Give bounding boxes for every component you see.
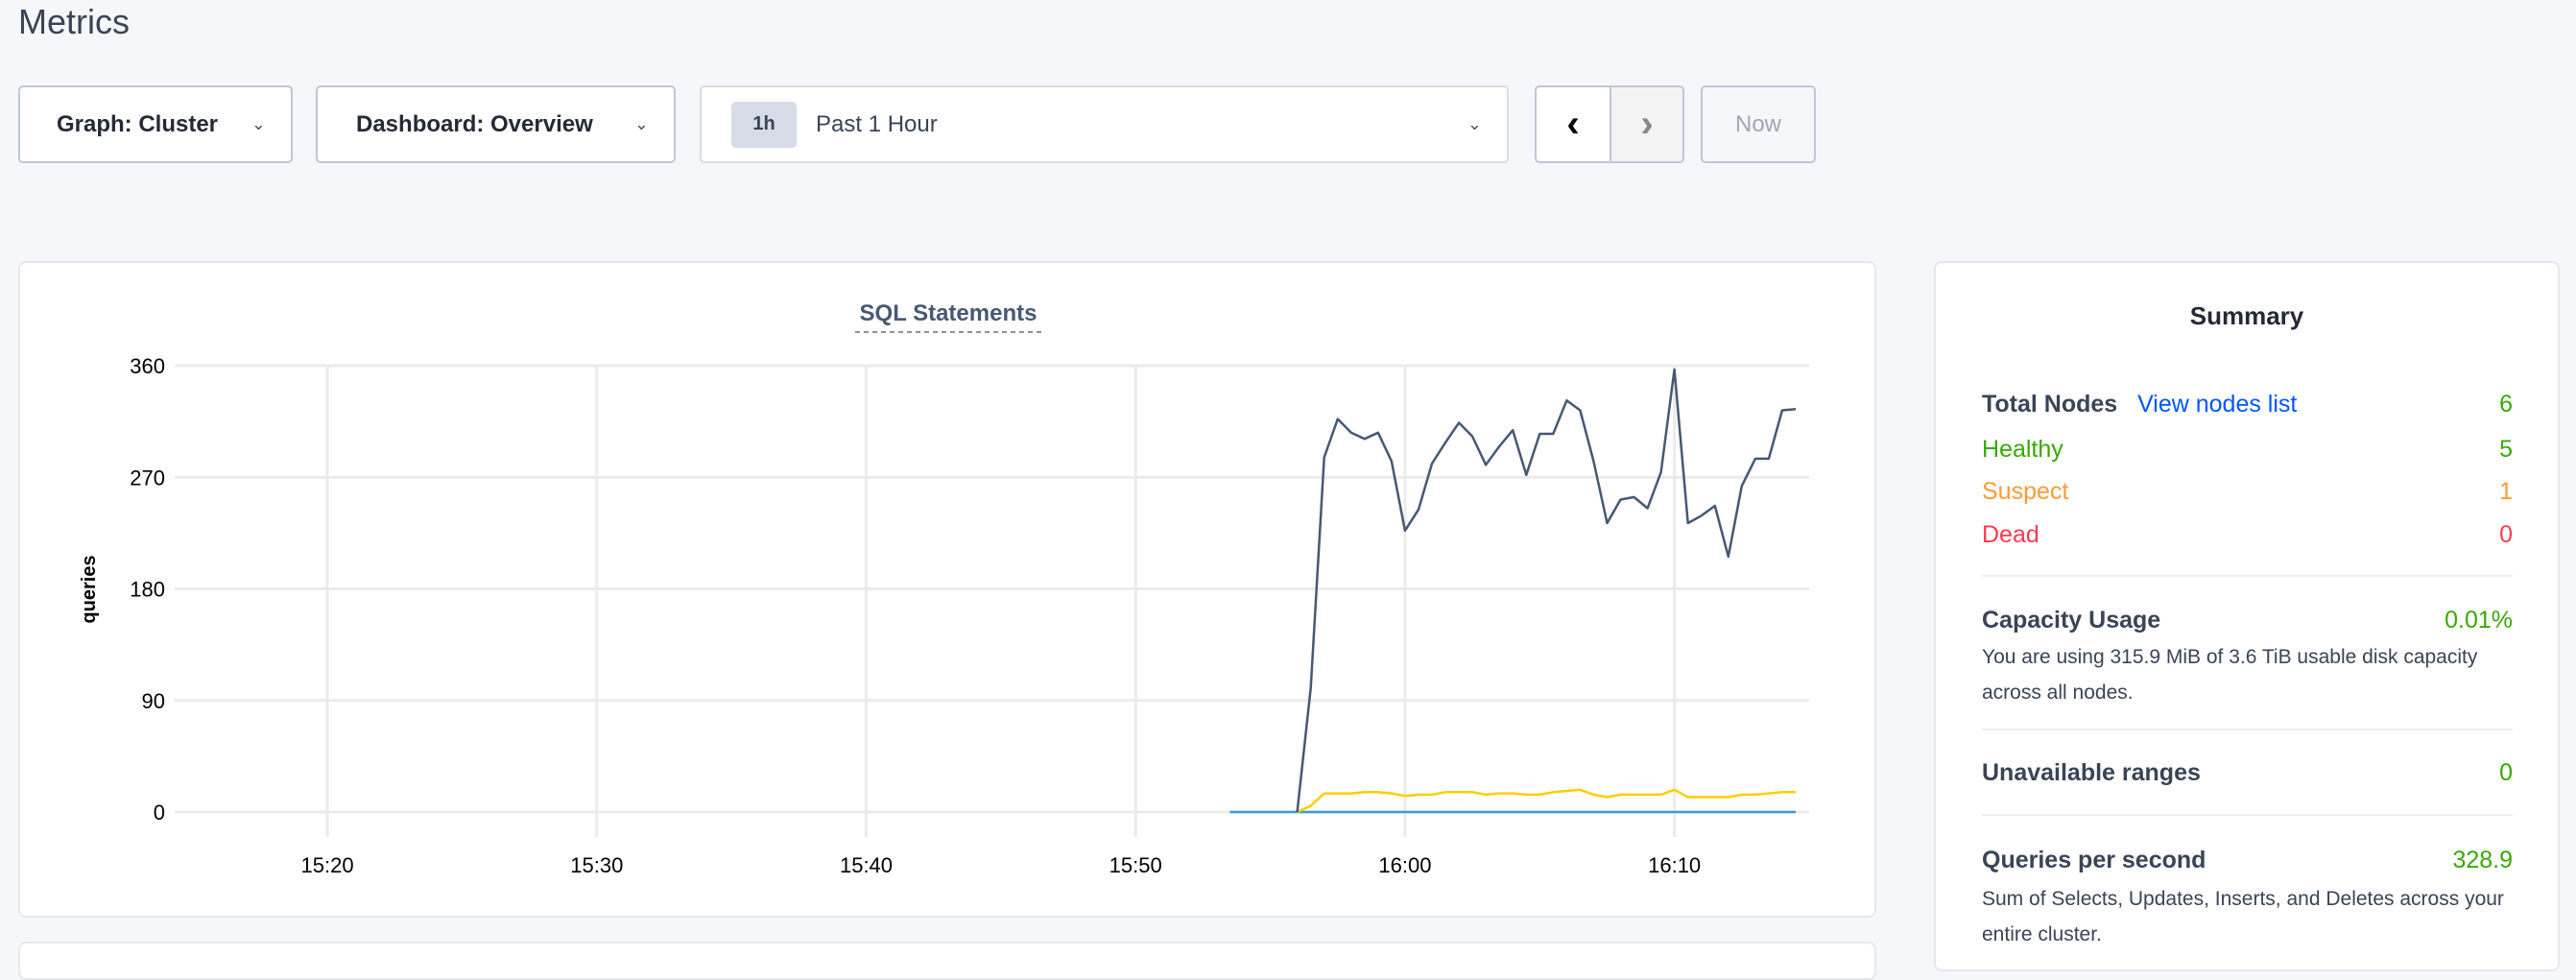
suspect-value: 1 [2499, 478, 2513, 505]
summary-panel: Summary Total Nodes View nodes list 6 He… [1934, 261, 2560, 971]
suspect-row: Suspect 1 [1982, 478, 2513, 506]
suspect-label: Suspect [1982, 478, 2069, 505]
time-range-badge: 1h [731, 101, 797, 148]
x-tick-label: 15:40 [840, 853, 893, 877]
total-nodes-value: 6 [2499, 391, 2513, 418]
divider [1982, 729, 2513, 730]
dead-row: Dead 0 [1982, 521, 2513, 549]
qps-label: Queries per second [1982, 847, 2206, 873]
capacity-description: You are using 315.9 MiB of 3.6 TiB usabl… [1982, 646, 2478, 704]
now-button[interactable]: Now [1701, 85, 1816, 163]
qps-description: Sum of Selects, Updates, Inserts, and De… [1982, 888, 2504, 945]
graph-dropdown[interactable]: Graph: Cluster ⌄ [18, 85, 293, 163]
healthy-label: Healthy [1982, 436, 2063, 463]
graph-dropdown-label: Graph: Cluster [57, 110, 219, 137]
time-nav-buttons: ‹ › [1535, 85, 1684, 163]
unavailable-ranges-value: 0 [2499, 759, 2513, 786]
time-range-label: Past 1 Hour [816, 110, 938, 137]
healthy-value: 5 [2499, 436, 2513, 463]
x-tick-label: 15:30 [570, 853, 623, 877]
dashboard-dropdown-label: Dashboard: Overview [356, 110, 593, 137]
chevron-down-icon: ⌄ [250, 114, 266, 133]
x-tick-label: 16:10 [1648, 853, 1701, 877]
sql-statements-chart: SQL Statements queries 0 90 180 270 360 15:20… [79, 300, 1809, 877]
divider [1982, 814, 2513, 816]
unavailable-ranges-label: Unavailable ranges [1982, 759, 2201, 786]
view-nodes-link[interactable]: View nodes list [2137, 391, 2298, 418]
chevron-left-icon[interactable]: ‹ [1566, 103, 1580, 145]
chevron-right-icon[interactable]: › [1610, 87, 1682, 161]
y-tick-label: 180 [130, 578, 165, 602]
x-tick-label: 15:20 [301, 853, 354, 877]
next-chart-card [18, 942, 1876, 980]
chevron-down-icon: ⌄ [633, 114, 649, 133]
qps-value: 328.9 [2452, 847, 2513, 873]
capacity-label: Capacity Usage [1982, 607, 2161, 633]
chart-title[interactable]: SQL Statements [860, 300, 1038, 326]
x-tick-label: 16:00 [1378, 853, 1431, 877]
y-tick-label: 0 [154, 801, 165, 825]
y-tick-label: 270 [130, 466, 165, 490]
dashboard-dropdown[interactable]: Dashboard: Overview ⌄ [316, 85, 676, 163]
series-line [1296, 368, 1797, 813]
summary-title: Summary [2189, 301, 2304, 330]
qps-row: Queries per second 328.9 [1982, 847, 2513, 874]
divider [1982, 575, 2513, 577]
page-title: Metrics [18, 2, 130, 41]
dead-value: 0 [2499, 521, 2513, 548]
series-line [1297, 788, 1796, 814]
time-range-dropdown[interactable]: 1h Past 1 Hour ⌄ [700, 85, 1509, 163]
healthy-row: Healthy 5 [1982, 436, 2513, 464]
unavailable-ranges-row: Unavailable ranges 0 [1982, 759, 2513, 787]
total-nodes-row: Total Nodes View nodes list 6 [1982, 391, 2513, 418]
chevron-down-icon: ⌄ [1467, 114, 1482, 133]
dead-label: Dead [1982, 521, 2039, 548]
x-tick-label: 15:50 [1109, 853, 1162, 877]
y-tick-label: 360 [130, 354, 165, 378]
capacity-value: 0.01% [2445, 607, 2513, 633]
total-nodes-label: Total Nodes [1982, 391, 2118, 418]
sql-statements-chart-card: SQL Statements queries 0 90 180 270 360 15:20… [18, 261, 1876, 918]
y-tick-label: 90 [142, 689, 165, 713]
y-axis-label: queries [79, 555, 100, 623]
capacity-row: Capacity Usage 0.01% [1982, 607, 2513, 634]
